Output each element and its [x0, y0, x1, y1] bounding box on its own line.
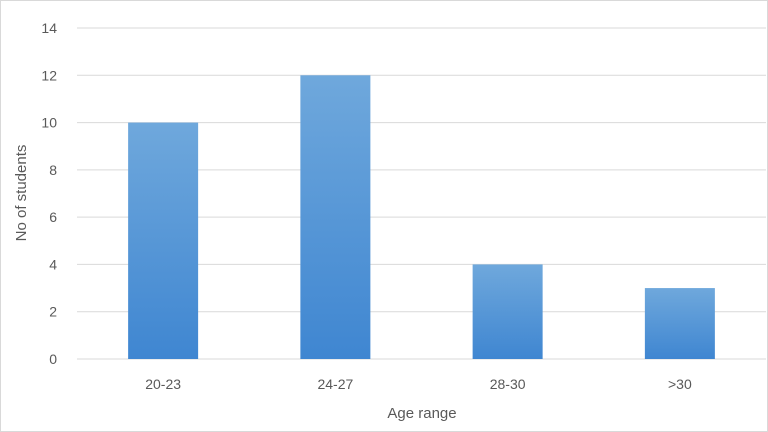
- y-tick-label: 8: [49, 162, 57, 178]
- y-tick-label: 2: [49, 304, 57, 320]
- y-tick-label: 4: [49, 256, 57, 272]
- bar-24-27: [300, 75, 371, 360]
- bar-28-30: [472, 264, 543, 359]
- x-axis-ticks: 20-23 24-27 28-30 >30: [145, 376, 692, 392]
- y-tick-label: 14: [41, 20, 57, 36]
- bar-20-23: [128, 122, 199, 359]
- x-axis-title: Age range: [387, 405, 456, 422]
- y-tick-label: 6: [49, 209, 57, 225]
- bars: [128, 75, 715, 360]
- x-tick-label: 20-23: [145, 376, 181, 392]
- x-tick-label: 28-30: [490, 376, 526, 392]
- y-axis-ticks: 0 2 4 6 8 10 12 14: [41, 20, 57, 367]
- y-axis-title: No of students: [13, 145, 30, 242]
- bar->30: [644, 288, 715, 359]
- y-tick-label: 0: [49, 351, 57, 367]
- y-tick-label: 12: [41, 67, 57, 83]
- y-tick-label: 10: [41, 115, 57, 131]
- x-tick-label: 24-27: [317, 376, 353, 392]
- x-tick-label: >30: [668, 376, 692, 392]
